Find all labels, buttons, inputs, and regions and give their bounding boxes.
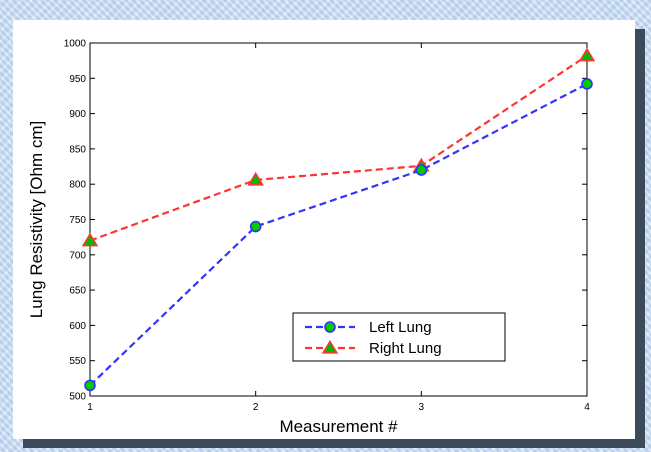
data-point: [581, 78, 593, 90]
x-axis-title: Measurement #: [279, 417, 398, 436]
legend-marker: [324, 321, 336, 333]
data-point: [249, 220, 262, 233]
series-left-lung: [84, 78, 593, 392]
y-axis-title: Lung Resistivity [Ohm cm]: [27, 121, 46, 318]
data-series: [81, 47, 596, 392]
y-tick-label: 950: [69, 74, 86, 85]
legend-entry: Right Lung: [305, 339, 442, 357]
y-tick-label: 800: [69, 180, 86, 191]
x-tick-label: 3: [419, 402, 425, 413]
y-tick-label: 900: [69, 109, 86, 120]
data-point: [81, 232, 99, 247]
chart-panel: [13, 20, 635, 439]
series-right-lung: [81, 47, 596, 247]
y-tick-label: 750: [69, 215, 86, 226]
legend: Left Lung Right Lung: [292, 312, 506, 362]
y-tick-label: 850: [69, 144, 86, 155]
y-tick-label: 500: [69, 392, 86, 403]
legend-entries: Left Lung Right Lung: [305, 319, 442, 357]
legend-entry: Left Lung: [305, 319, 432, 336]
y-tick-label: 550: [69, 356, 86, 367]
y-ticks: 500 550 600 650 700 750 800 850 900 950 1000: [64, 39, 587, 403]
series-line: [89, 82, 588, 387]
x-tick-label: 2: [253, 402, 259, 413]
data-point: [578, 47, 596, 62]
x-tick-label: 1: [87, 402, 93, 413]
data-point: [415, 164, 428, 176]
series-line: [89, 54, 588, 242]
y-tick-label: 650: [69, 286, 86, 297]
legend-marker: [321, 339, 339, 354]
y-tick-label: 1000: [64, 39, 87, 50]
legend-label: Left Lung: [369, 319, 432, 336]
data-point: [84, 379, 96, 392]
y-tick-label: 600: [69, 321, 86, 332]
x-tick-label: 4: [584, 402, 590, 413]
y-tick-label: 700: [69, 250, 86, 261]
x-ticks: 1 2 3 4: [87, 43, 590, 413]
legend-label: Right Lung: [369, 340, 442, 357]
data-point: [247, 171, 264, 186]
